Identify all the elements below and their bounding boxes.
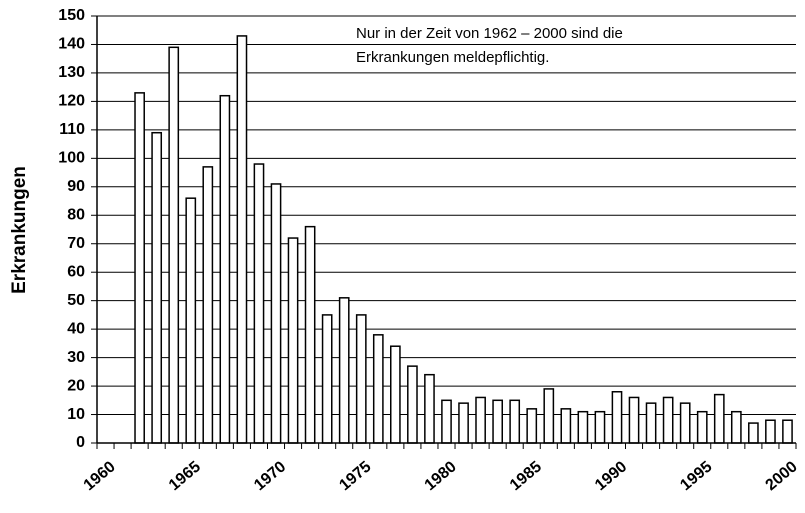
bar [424,373,435,444]
y-tick-label: 10 [67,406,85,423]
bar [628,396,640,444]
bar [662,396,674,444]
bar [151,131,163,444]
y-tick-label: 120 [58,93,85,110]
bar [475,396,486,444]
bar [458,402,469,444]
bar [543,388,555,444]
x-tick-label: 1980 [422,458,460,494]
y-tick-label: 80 [67,206,85,223]
y-tick-label: 130 [58,64,85,81]
bar [748,422,759,444]
y-tick-label: 90 [67,178,85,195]
y-tick-label: 110 [59,121,85,138]
bar [713,393,725,444]
bar [287,237,299,444]
x-tick-label: 1990 [592,458,630,494]
y-tick-label: 50 [67,292,85,309]
bar [236,35,248,444]
y-tick-label: 70 [67,235,85,252]
bar [355,314,367,444]
x-tick-label: 1965 [166,458,204,494]
bar [321,314,333,444]
bar [526,408,538,444]
y-axis-label: Erkrankungen [9,166,30,294]
bar [372,334,384,444]
bar [304,225,316,444]
bar [270,183,282,444]
x-tick-label: 1975 [336,458,374,494]
bar [253,163,265,444]
bar [509,399,521,444]
bar [390,345,401,444]
bar [782,419,793,444]
x-tick-label: 1985 [507,458,545,494]
bar [441,399,452,444]
x-tick-label: 1970 [251,458,289,494]
y-tick-label: 100 [58,150,85,167]
x-tick-label: 1995 [677,458,715,494]
y-tick-label: 0 [76,434,85,451]
bar [696,410,708,444]
bar [611,391,623,444]
bar [219,94,231,444]
y-tick-label: 140 [58,36,85,53]
annotation: Erkrankungen meldepflichtig. [356,49,549,66]
bar [202,166,214,444]
bar [577,410,589,444]
bar [338,297,350,444]
bar [594,410,606,444]
y-tick-label: 60 [67,263,85,280]
bar [168,46,180,444]
x-tick-label: 2000 [763,458,801,494]
y-tick-label: 150 [58,7,85,24]
y-tick-label: 20 [67,377,85,394]
bar [407,365,418,444]
annotation: Nur in der Zeit von 1962 – 2000 sind die [356,25,623,42]
bar [679,402,691,444]
bar [765,419,776,444]
bar [730,410,742,444]
y-tick-label: 30 [67,349,85,366]
bar [560,408,572,444]
bar [492,399,503,444]
bar [645,402,657,444]
bar [134,92,145,444]
x-tick-label: 1960 [81,458,119,494]
bar [185,197,197,444]
y-tick-label: 40 [67,320,85,337]
